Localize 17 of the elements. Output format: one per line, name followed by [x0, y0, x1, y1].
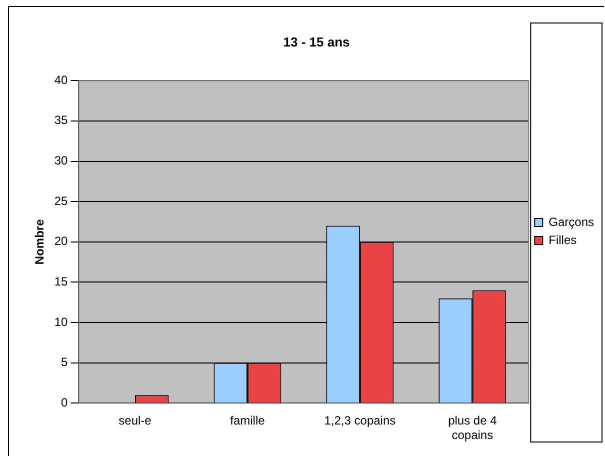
legend-label: Garçons	[548, 214, 594, 229]
legend-label: Filles	[548, 232, 577, 247]
y-tick-label: 30	[54, 154, 68, 168]
chart-title: 13 - 15 ans	[283, 34, 350, 50]
y-axis-title: Nombre	[32, 218, 47, 265]
y-tick-label: 35	[54, 113, 68, 128]
y-tick-label: 40	[54, 72, 68, 87]
y-tick-label: 25	[54, 194, 68, 208]
y-tick-label: 0	[61, 396, 68, 410]
y-tick-label: 5	[61, 355, 68, 370]
y-tick-label: 10	[54, 314, 68, 329]
x-tick-label: seul-e	[118, 414, 152, 428]
x-tick-label: plus de 4 copains	[448, 414, 498, 442]
y-tick-label: 15	[54, 274, 68, 289]
y-tick-label: 20	[54, 234, 68, 248]
x-tick-label: 1,2,3 copains	[324, 414, 396, 428]
x-tick-label: famille	[230, 414, 266, 428]
